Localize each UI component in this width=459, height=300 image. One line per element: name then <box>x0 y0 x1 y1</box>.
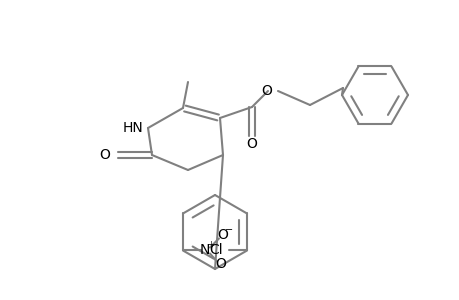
Text: O: O <box>99 148 110 162</box>
Text: HN: HN <box>122 121 143 135</box>
Text: N: N <box>199 244 210 257</box>
Text: +: + <box>207 240 214 249</box>
Text: O: O <box>215 257 226 272</box>
Text: Cl: Cl <box>209 244 223 257</box>
Text: O: O <box>261 84 271 98</box>
Text: O: O <box>217 229 228 242</box>
Text: −: − <box>224 226 233 236</box>
Text: O: O <box>246 137 257 151</box>
